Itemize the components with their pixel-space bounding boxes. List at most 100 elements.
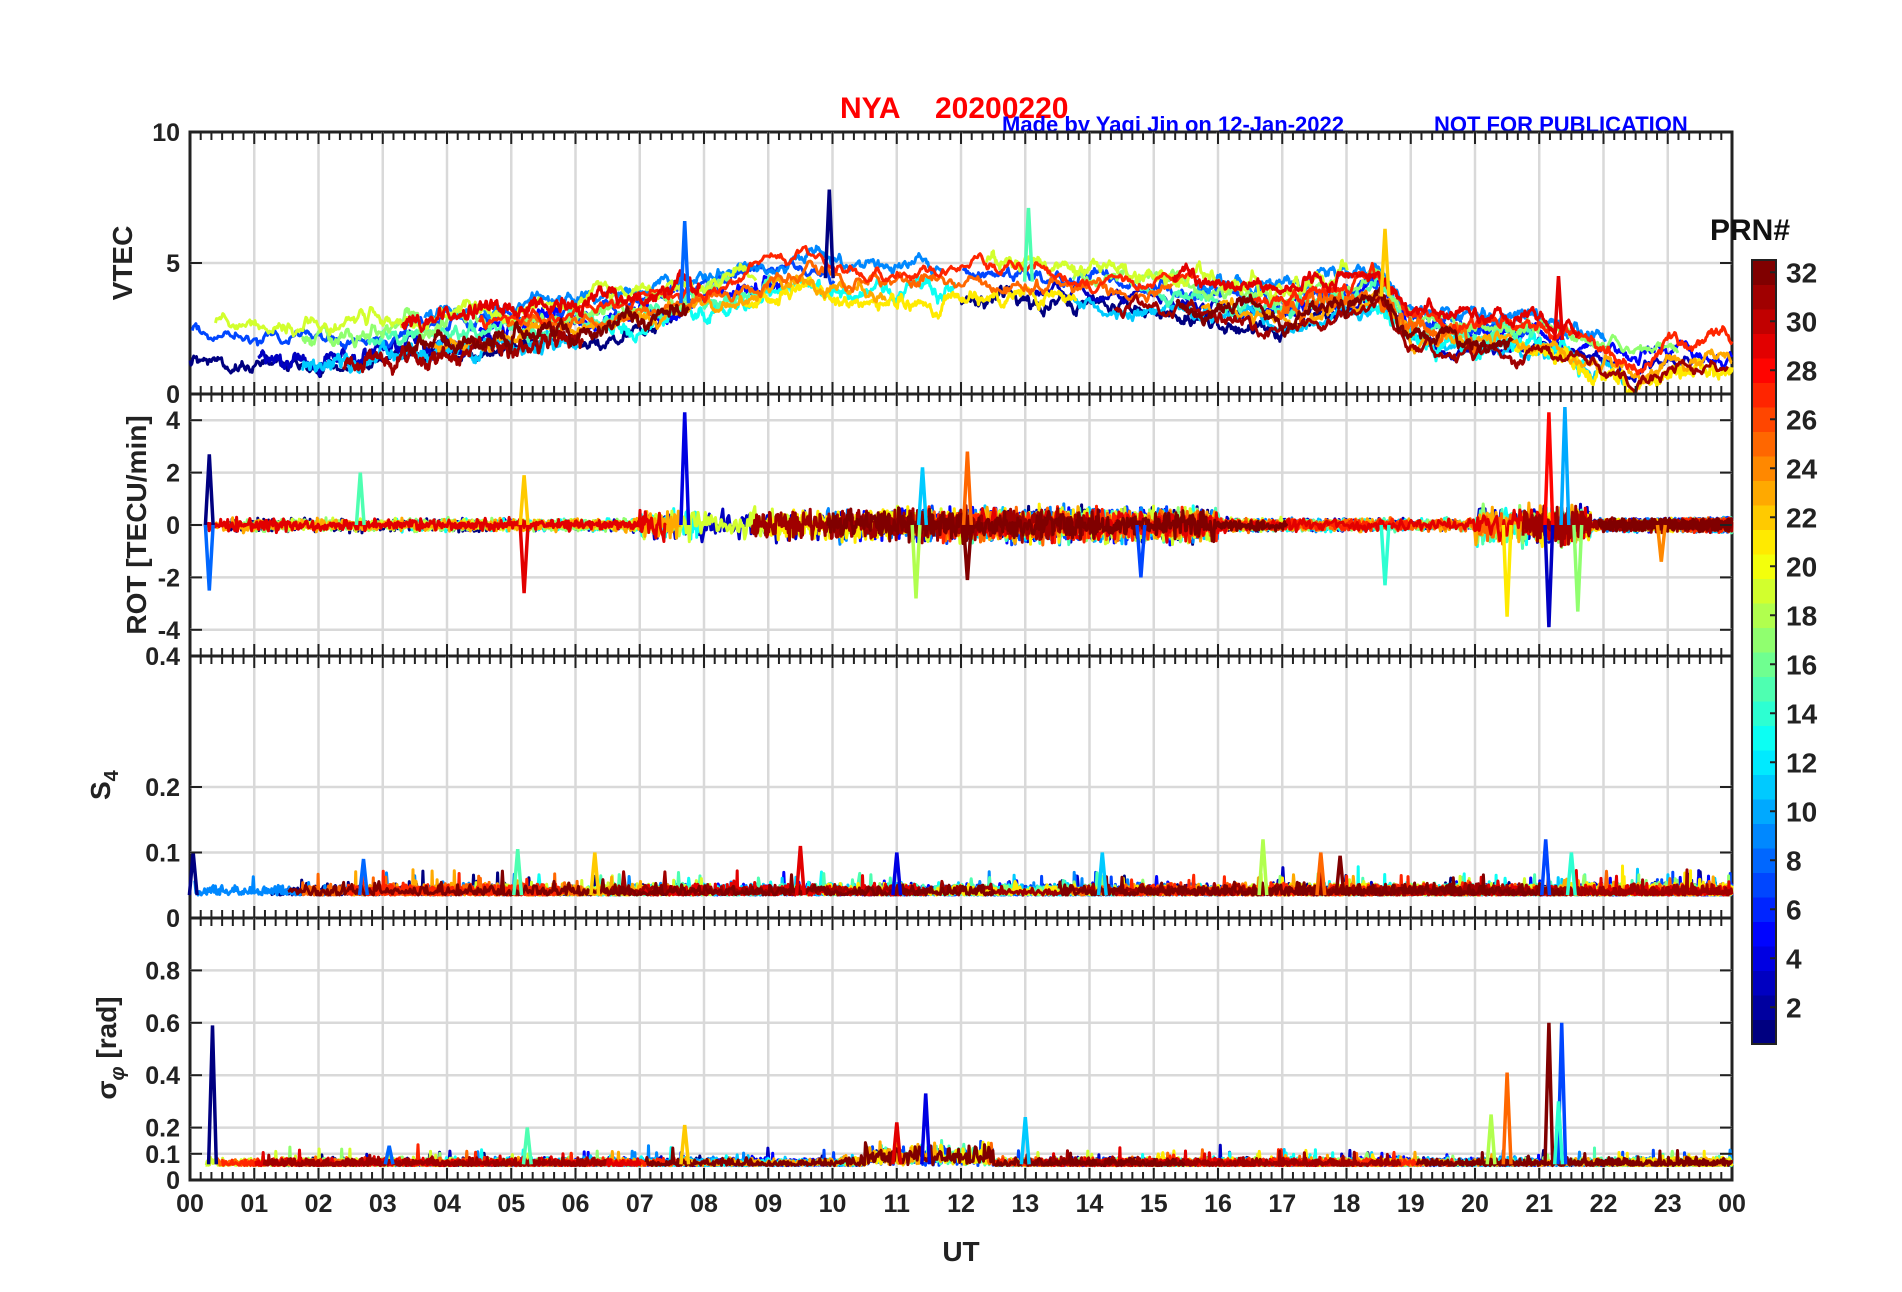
series-spike [518, 524, 530, 594]
prn-series-line [743, 276, 1078, 320]
series-spike [1655, 524, 1667, 562]
series-spike [1543, 524, 1555, 628]
x-tick-label: 17 [1268, 1190, 1296, 1218]
panel-sigma-phi: 00.10.2 0.4 0.6 0.8 σφ [rad] [91, 916, 1734, 1195]
series-spike [920, 1093, 932, 1165]
y-tick-label: 0 [166, 905, 180, 933]
x-tick-label: 07 [626, 1190, 654, 1218]
y-tick-label: 2 [166, 460, 180, 488]
colorbar-band [1752, 284, 1776, 310]
x-tick-label: 10 [819, 1190, 847, 1218]
x-tick-label: 21 [1525, 1190, 1553, 1218]
x-tick-label: 03 [369, 1190, 397, 1218]
series-spike [589, 852, 601, 896]
series-spike [1379, 228, 1391, 297]
colorbar-label: PRN# [1710, 214, 1790, 247]
panel-s4-series [187, 839, 1734, 897]
panel-s4-ylabel: S4 [85, 769, 123, 800]
y-tick-label: 10 [152, 119, 180, 147]
x-tick-label: 14 [1076, 1190, 1104, 1218]
colorbar-band [1752, 627, 1776, 653]
y-tick-label: 0 [166, 381, 180, 409]
prn-series-line [401, 269, 702, 333]
colorbar-band [1752, 676, 1776, 702]
colorbar-band [1752, 480, 1776, 506]
panel-sigma-phi-ylabel: σφ [rad] [91, 996, 129, 1099]
prn-series-line [826, 506, 1289, 545]
series-spike [518, 475, 530, 526]
y-tick-label: 0.8 [145, 957, 180, 985]
series-spike [521, 1127, 533, 1165]
colorbar-tick-label: 22 [1786, 502, 1817, 533]
series-spike [1552, 275, 1565, 341]
series-spike [357, 858, 370, 896]
colorbar-band [1752, 872, 1776, 898]
prn-series-line [1415, 1149, 1734, 1168]
y-tick-label: 0 [166, 512, 180, 540]
prn-series-line [477, 245, 1200, 330]
x-tick-label: 05 [497, 1190, 525, 1218]
y-tick-label: 0.1 [145, 840, 180, 868]
x-tick-label: 20 [1461, 1190, 1489, 1218]
series-spike [1334, 855, 1346, 896]
y-tick-label: 0.6 [145, 1010, 180, 1038]
prn-series-line [1172, 262, 1581, 339]
colorbar-tick-label: 32 [1786, 257, 1817, 288]
x-tick-label: 15 [1140, 1190, 1168, 1218]
panel-vtec-ticks: 0 5 10 [152, 119, 1733, 409]
x-tick-label: 02 [305, 1190, 333, 1218]
x-tick-label: 22 [1590, 1190, 1618, 1218]
colorbar-band [1752, 823, 1776, 849]
x-tick-label: 19 [1397, 1190, 1425, 1218]
y-tick-label: 0.4 [145, 1062, 180, 1090]
x-tick-label: 16 [1204, 1190, 1232, 1218]
title-station: NYA [840, 92, 901, 125]
y-tick-label: 0.1 [145, 1141, 180, 1169]
prn-series-line [1057, 873, 1565, 897]
colorbar-band [1752, 1019, 1776, 1045]
colorbar-band [1752, 382, 1776, 408]
colorbar-band [1752, 725, 1776, 751]
series-spike [961, 451, 974, 526]
prn-series-line [204, 508, 667, 543]
series-spike [1485, 1114, 1497, 1165]
series-spike [910, 524, 922, 599]
panel-vtec-ylabel: VTEC [107, 226, 138, 301]
series-spike [1501, 524, 1513, 617]
y-tick-label: 0 [166, 1167, 180, 1195]
colorbar-tick-label: 6 [1786, 894, 1802, 925]
colorbar-tick-label: 12 [1786, 747, 1817, 778]
colorbar-band [1752, 333, 1776, 359]
panel-sigma-phi-grid [190, 918, 1732, 1180]
prn-series-line [342, 325, 585, 376]
colorbar-band [1752, 774, 1776, 800]
series-spike [679, 412, 691, 526]
colorbar-band [1752, 970, 1776, 996]
series-spike [916, 467, 929, 526]
colorbar-tick-label: 8 [1786, 845, 1802, 876]
prn-series-line [262, 1153, 607, 1168]
colorbar-frame [1751, 259, 1777, 1045]
series-spike [1552, 1101, 1565, 1165]
prn-series-line [287, 869, 996, 897]
prn-series-line [1113, 293, 1729, 394]
panel-rot-ylabel: ROT [TECU/min] [121, 415, 152, 634]
colorbar-tick-label: 20 [1786, 551, 1817, 582]
series-spike [1559, 407, 1571, 526]
colorbar-tick-label: 18 [1786, 600, 1817, 631]
series-spike [203, 454, 215, 526]
series-spike [823, 189, 835, 279]
panel-sigma-phi-ticks: 00.10.2 0.4 0.6 0.8 [145, 918, 1733, 1195]
y-tick-label: 0.2 [145, 774, 180, 802]
x-tick-label: 06 [562, 1190, 590, 1218]
colorbar-tick-label: 30 [1786, 306, 1817, 337]
prn-series-line [428, 274, 887, 354]
series-spike [1540, 839, 1552, 896]
y-tick-label: -4 [158, 617, 180, 645]
series-spike [679, 221, 691, 304]
series-spike [1543, 1022, 1555, 1165]
series-spike [891, 852, 903, 896]
series-spike [891, 1122, 903, 1165]
colorbar-band [1752, 431, 1776, 457]
